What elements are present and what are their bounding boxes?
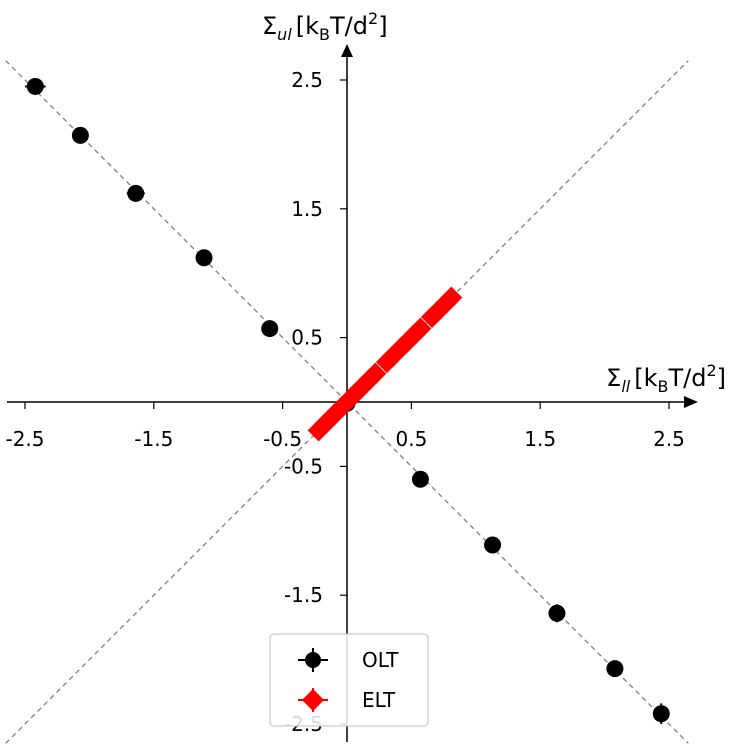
olt-point <box>411 470 429 488</box>
olt-point <box>484 536 502 554</box>
y-axis-arrow <box>341 44 353 57</box>
x-axis-title: Σll [kBT/d2] <box>606 361 726 396</box>
reference-lines <box>5 60 689 744</box>
olt-marker <box>484 536 502 554</box>
x-tick-label: 2.5 <box>653 427 685 451</box>
elt-marker <box>409 317 432 340</box>
x-tick-label: -0.5 <box>263 427 302 451</box>
olt-marker <box>652 705 670 723</box>
legend-olt-marker <box>305 652 321 668</box>
reference-line-y-equals-minus-x <box>5 60 689 744</box>
legend-frame <box>269 633 429 727</box>
elt-marker <box>440 286 463 309</box>
legend-olt-label: OLT <box>362 648 399 672</box>
x-tick-label: 0.5 <box>395 427 427 451</box>
y-tick-label: 2.5 <box>291 68 323 92</box>
olt-marker <box>606 660 624 678</box>
olt-marker <box>261 320 279 338</box>
x-tick-label: -1.5 <box>134 427 173 451</box>
elt-marker <box>364 362 387 385</box>
olt-point <box>195 249 213 267</box>
olt-marker <box>127 184 145 202</box>
olt-point <box>606 660 624 678</box>
x-tick-label: 1.5 <box>524 427 556 451</box>
x-tick-label: -2.5 <box>5 427 44 451</box>
olt-marker <box>411 470 429 488</box>
olt-marker <box>71 126 89 144</box>
y-axis-title: Σul [kBT/d2] <box>262 9 388 44</box>
olt-point <box>261 320 279 338</box>
olt-marker <box>26 77 44 95</box>
olt-point <box>25 77 46 95</box>
olt-marker <box>548 604 566 622</box>
olt-point <box>548 604 566 623</box>
y-tick-label: -1.5 <box>284 583 323 607</box>
olt-point <box>652 703 670 724</box>
x-axis-arrow <box>684 396 698 408</box>
legend: OLT ELT <box>269 633 429 727</box>
olt-point <box>71 126 89 144</box>
reference-line-y-equals-x <box>5 60 689 744</box>
olt-point <box>126 184 145 202</box>
y-tick-label: 0.5 <box>291 326 323 350</box>
y-tick-label: -0.5 <box>284 454 323 478</box>
olt-marker <box>195 249 213 267</box>
legend-elt-label: ELT <box>362 688 396 712</box>
legend-entry-elt: ELT <box>298 688 396 712</box>
legend-entry-olt: OLT <box>298 648 399 672</box>
legend-elt-marker <box>302 689 324 711</box>
y-tick-label: 1.5 <box>291 197 323 221</box>
series-elt <box>307 286 463 442</box>
x-ticks: -2.5 -1.5 -0.5 0.5 1.5 2.5 <box>5 402 685 451</box>
